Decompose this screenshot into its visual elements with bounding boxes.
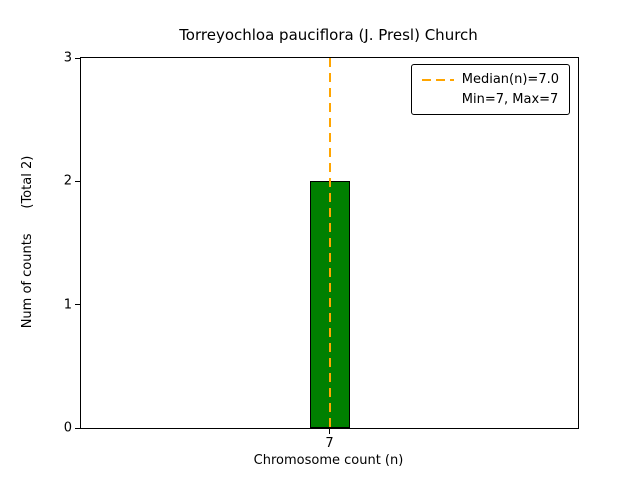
y-tick-mark	[75, 180, 80, 182]
chart-title: Torreyochloa pauciflora (J. Presl) Churc…	[179, 26, 478, 44]
y-axis-label: Num of counts (Total 2)	[20, 155, 35, 329]
y-tick-label: 0	[63, 420, 72, 436]
dashed-line-icon	[421, 78, 454, 81]
x-axis-label: Chromosome count (n)	[253, 453, 404, 468]
legend-entry-minmax: Min=7, Max=7	[422, 92, 559, 107]
y-tick-mark	[75, 57, 80, 59]
legend: Median(n)=7.0 Min=7, Max=7	[410, 64, 570, 115]
y-tick-label: 2	[63, 173, 72, 189]
legend-spacer	[422, 99, 454, 101]
y-tick-mark	[75, 427, 80, 429]
y-tick-label: 1	[63, 297, 72, 313]
y-tick-label: 3	[63, 50, 72, 66]
x-tick-mark	[329, 429, 330, 434]
y-tick-mark	[75, 304, 80, 306]
legend-label-median: Median(n)=7.0	[461, 72, 559, 87]
legend-label-minmax: Min=7, Max=7	[461, 92, 559, 107]
median-line	[328, 58, 331, 428]
x-tick-label: 7	[325, 436, 334, 451]
plot-area: Median(n)=7.0 Min=7, Max=7 0 1 2 3 7	[64, 51, 579, 451]
legend-entry-median: Median(n)=7.0	[421, 72, 559, 87]
